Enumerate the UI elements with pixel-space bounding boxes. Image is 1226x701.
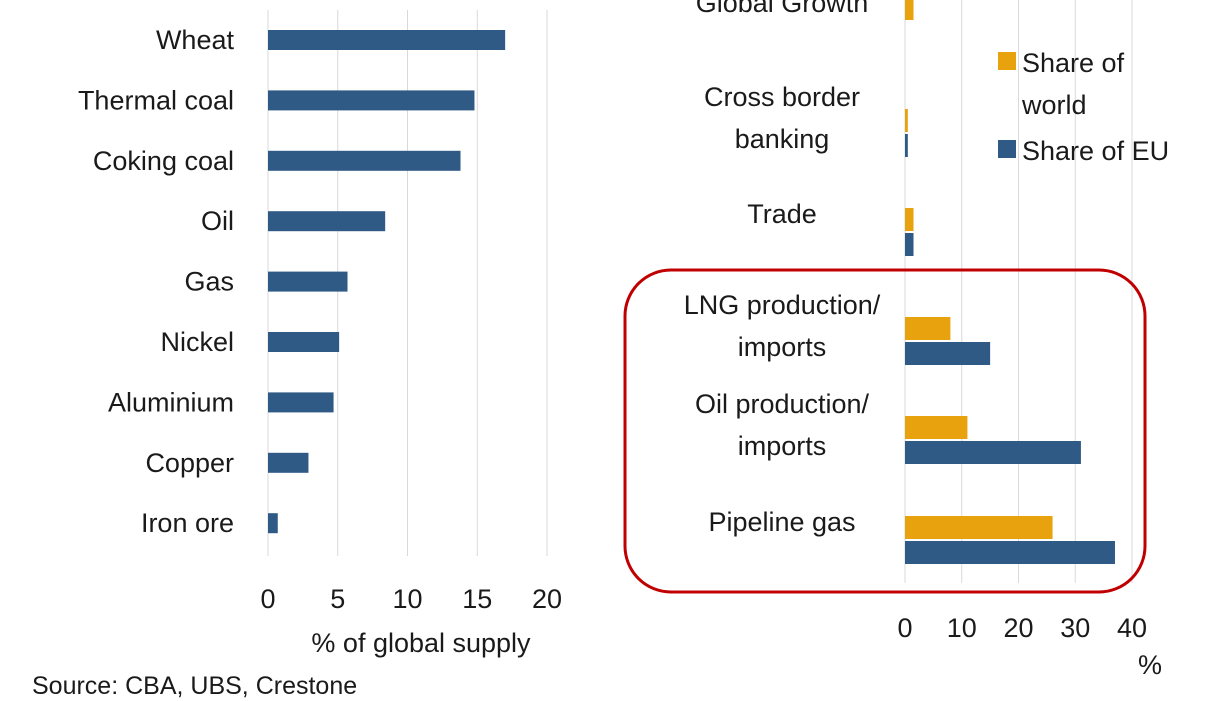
category-label: imports bbox=[738, 332, 827, 362]
bar bbox=[268, 90, 475, 111]
bar bbox=[905, 441, 1081, 464]
bar bbox=[905, 208, 914, 231]
bar bbox=[905, 134, 908, 157]
category-label: Gas bbox=[184, 267, 234, 297]
legend-label: Share of bbox=[1022, 48, 1125, 78]
bar bbox=[905, 342, 991, 365]
category-label: Global Growth bbox=[696, 0, 869, 18]
x-tick-label: 20 bbox=[532, 584, 562, 614]
x-tick-label: 15 bbox=[462, 584, 492, 614]
category-label: Nickel bbox=[160, 327, 234, 357]
x-tick-label: 10 bbox=[392, 584, 422, 614]
bar bbox=[268, 30, 506, 50]
category-label: Thermal coal bbox=[78, 85, 234, 115]
x-axis-label: % bbox=[1138, 650, 1162, 680]
category-label: Trade bbox=[747, 199, 817, 229]
category-label: Cross border bbox=[704, 82, 860, 112]
category-label: Aluminium bbox=[108, 387, 234, 417]
x-tick-label: 0 bbox=[260, 584, 275, 614]
x-tick-label: 0 bbox=[897, 613, 912, 643]
bar bbox=[268, 271, 348, 292]
bar bbox=[905, 109, 908, 132]
category-label: LNG production/ bbox=[684, 290, 881, 320]
bar bbox=[905, 516, 1053, 539]
legend-label: Share of EU bbox=[1022, 136, 1169, 166]
legend-swatch bbox=[998, 140, 1016, 158]
commodity-supply-chart: 0 5 10 15 20 Wheat Thermal coal Coking coal Oil G… bbox=[78, 10, 562, 658]
x-tick-label: 30 bbox=[1060, 613, 1090, 643]
category-label: Pipeline gas bbox=[708, 507, 855, 537]
russia-share-chart: 0 10 20 30 40% Global Growth Cross border banki… bbox=[623, 0, 1169, 680]
bar bbox=[905, 233, 914, 256]
category-label: Oil bbox=[201, 206, 234, 236]
x-tick-label: 20 bbox=[1003, 613, 1033, 643]
bar bbox=[268, 452, 309, 473]
highlight-box bbox=[623, 268, 1147, 594]
x-tick-label: 10 bbox=[947, 613, 977, 643]
x-tick-label: 5 bbox=[330, 584, 345, 614]
category-label: imports bbox=[738, 431, 827, 461]
legend-swatch bbox=[998, 52, 1016, 70]
category-label: Wheat bbox=[156, 25, 235, 55]
bar bbox=[905, 317, 951, 340]
bar bbox=[268, 332, 340, 352]
x-axis-label: % of global supply bbox=[311, 628, 531, 658]
bar bbox=[905, 416, 968, 439]
category-label: Iron ore bbox=[141, 508, 234, 538]
bar bbox=[268, 392, 334, 413]
category-label: Copper bbox=[145, 448, 234, 478]
legend: Share of world Share of EU bbox=[998, 48, 1169, 166]
legend-label: world bbox=[1021, 90, 1087, 120]
bar bbox=[268, 150, 461, 171]
category-label: Coking coal bbox=[93, 146, 234, 176]
category-label: banking bbox=[735, 124, 830, 154]
category-label: Oil production/ bbox=[695, 389, 870, 419]
bar bbox=[905, 0, 914, 20]
bar bbox=[268, 211, 386, 232]
bar bbox=[268, 513, 278, 534]
x-tick-label: 40 bbox=[1117, 613, 1147, 643]
source-note: Source: CBA, UBS, Crestone bbox=[32, 672, 358, 700]
bar bbox=[905, 541, 1115, 564]
